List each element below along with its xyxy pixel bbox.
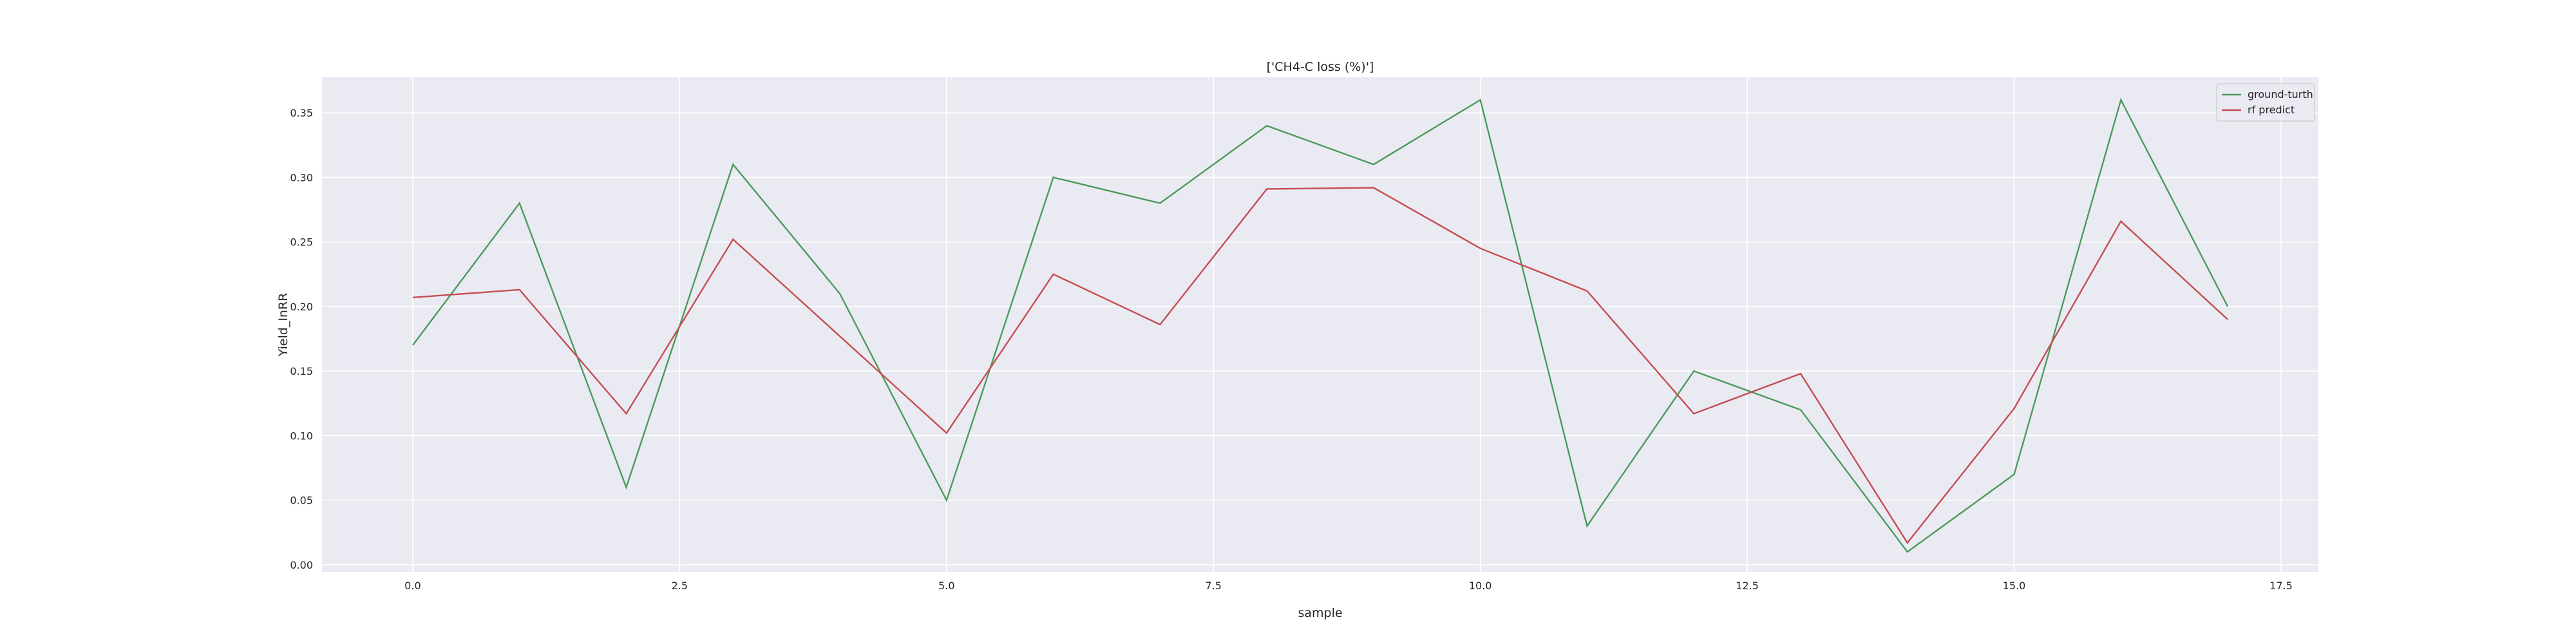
series-lines	[412, 97, 2229, 553]
y-tick-label: 0.10	[290, 430, 313, 442]
y-tick-label: 0.35	[290, 107, 313, 119]
legend-label-rf-predict: rf predict	[2248, 104, 2295, 116]
x-axis-ticks: 0.0 2.5 5.0 7.5 10.0 12.5 15.0 17.5	[404, 580, 2293, 592]
y-tick-label: 0.15	[290, 365, 313, 377]
grid	[322, 77, 2318, 572]
series-line-rf-predict	[412, 187, 2228, 544]
x-tick-label: 7.5	[1205, 580, 1221, 592]
x-tick-label: 15.0	[2003, 580, 2026, 592]
x-tick-label: 2.5	[672, 580, 688, 592]
plot-area	[322, 77, 2318, 572]
y-tick-label: 0.30	[290, 171, 313, 184]
y-tick-label: 0.00	[290, 559, 313, 571]
y-axis-label: Yield_InRR	[276, 293, 290, 357]
y-tick-label: 0.05	[290, 495, 313, 507]
series-line-ground-turth	[412, 97, 2229, 553]
y-axis-ticks: 0.00 0.05 0.10 0.15 0.20 0.25 0.30 0.35	[290, 107, 313, 571]
x-tick-label: 5.0	[938, 580, 954, 592]
legend-box	[2216, 83, 2315, 122]
y-tick-label: 0.20	[290, 301, 313, 313]
legend: ground-turth rf predict	[2216, 83, 2315, 122]
x-axis-label: sample	[1298, 606, 1342, 620]
x-tick-label: 10.0	[1469, 580, 1492, 592]
chart-title: ['CH4-C loss (%)']	[1267, 60, 1374, 74]
x-tick-label: 17.5	[2269, 580, 2293, 592]
y-tick-label: 0.25	[290, 236, 313, 249]
legend-label-ground-truth: ground-turth	[2248, 88, 2313, 100]
x-tick-label: 0.0	[404, 580, 421, 592]
x-tick-label: 12.5	[1736, 580, 1759, 592]
